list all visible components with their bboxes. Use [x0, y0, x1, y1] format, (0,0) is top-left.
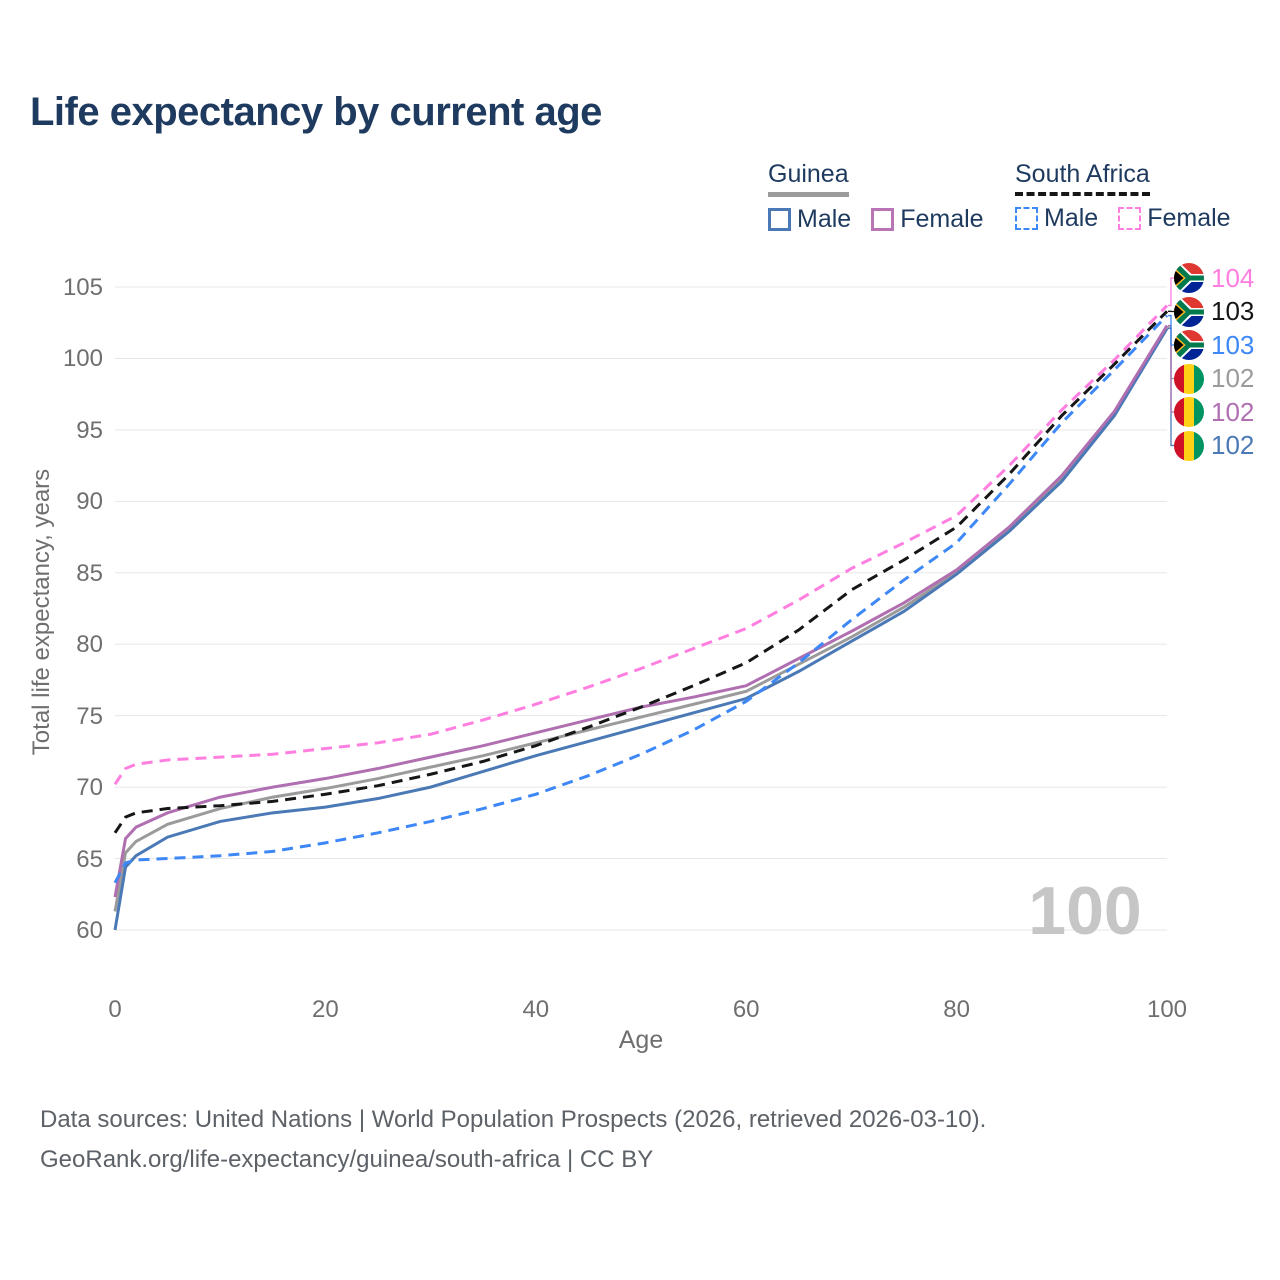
flag-icon-guinea: [1174, 430, 1204, 461]
x-tick-label: 40: [522, 996, 550, 1023]
x-axis-title: Age: [618, 1026, 664, 1054]
y-tick-label: 85: [76, 559, 103, 587]
legend-item-guinea-female[interactable]: Female: [871, 205, 984, 234]
flag-icon-guinea: [1174, 363, 1204, 394]
legend-item-south-africa-male[interactable]: Male: [1015, 204, 1098, 233]
legend-item-label: Male: [1044, 204, 1099, 232]
end-label-south-africa-male: 103: [1174, 330, 1254, 361]
flag-icon-south-africa: [1174, 296, 1204, 327]
flag-icon-south-africa: [1174, 330, 1204, 360]
end-label-guinea-both: 102: [1174, 363, 1254, 394]
x-tick-label: 60: [732, 996, 760, 1023]
end-label-value: 102: [1211, 363, 1255, 393]
x-tick-label: 20: [312, 996, 339, 1023]
y-tick-label: 70: [76, 774, 103, 802]
legend-item-south-africa-female[interactable]: Female: [1118, 204, 1231, 233]
end-label-value: 104: [1211, 262, 1255, 293]
end-label-value: 102: [1211, 396, 1255, 427]
y-tick-label: 60: [76, 917, 103, 944]
page-title: Life expectancy by current age: [30, 90, 602, 134]
end-label-value: 103: [1211, 296, 1255, 326]
end-label-guinea-male: 102: [1174, 430, 1254, 461]
end-label-connector-south-africa-male: [1168, 314, 1176, 346]
watermark-100: 100: [1028, 873, 1142, 949]
end-label-value: 103: [1211, 329, 1255, 360]
legend-group-title-south-africa: South Africa: [1015, 160, 1150, 196]
legend-swatch-south-africa-female: [1118, 207, 1142, 230]
series-line-guinea-female[interactable]: [113, 324, 1169, 898]
legend-group-guinea: Guinea Male Female: [768, 160, 984, 234]
y-tick-label: 75: [76, 702, 103, 730]
legend-group-south-africa: South Africa Male Female: [1015, 160, 1231, 233]
end-label-south-africa-both: 103: [1174, 296, 1254, 327]
legend-item-label: Female: [900, 205, 984, 233]
end-label-connector-guinea-female: [1168, 324, 1176, 413]
x-tick-label: 80: [943, 996, 970, 1023]
series-line-south-africa-both[interactable]: [113, 310, 1169, 834]
y-tick-label: 100: [62, 345, 103, 373]
y-tick-label: 80: [76, 631, 103, 659]
legend-swatch-south-africa-male: [1015, 207, 1038, 230]
flag-icon-south-africa: [1174, 263, 1204, 293]
end-label-south-africa-female: 104: [1174, 263, 1254, 294]
legend-group-title-guinea: Guinea: [768, 160, 849, 197]
footer-attribution: GeoRank.org/life-expectancy/guinea/south…: [40, 1146, 654, 1173]
y-tick-label: 105: [62, 274, 103, 301]
end-label-value: 102: [1211, 430, 1255, 460]
end-label-guinea-female: 102: [1174, 397, 1254, 428]
legend-item-label: Female: [1147, 204, 1231, 232]
y-tick-label: 95: [76, 416, 103, 444]
series-line-south-africa-female[interactable]: [113, 304, 1169, 786]
flag-icon-guinea: [1174, 397, 1204, 427]
y-tick-label: 65: [76, 845, 103, 873]
x-tick-label: 0: [108, 996, 122, 1023]
legend-swatch-guinea-male: [768, 208, 791, 231]
footer-data-sources: Data sources: United Nations | World Pop…: [40, 1106, 987, 1133]
legend-item-guinea-male[interactable]: Male: [768, 205, 851, 234]
x-tick-label: 100: [1146, 996, 1188, 1023]
end-label-connector-south-africa-female: [1168, 277, 1176, 307]
y-tick-label: 90: [76, 488, 103, 516]
series-line-guinea-male[interactable]: [113, 327, 1169, 931]
plot-area[interactable]: [115, 287, 1167, 930]
legend-item-label: Male: [797, 205, 852, 233]
legend-swatch-guinea-female: [871, 208, 895, 231]
series-line-south-africa-male[interactable]: [113, 314, 1169, 884]
